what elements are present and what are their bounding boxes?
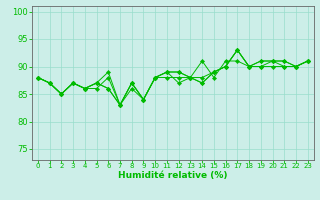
X-axis label: Humidité relative (%): Humidité relative (%) bbox=[118, 171, 228, 180]
